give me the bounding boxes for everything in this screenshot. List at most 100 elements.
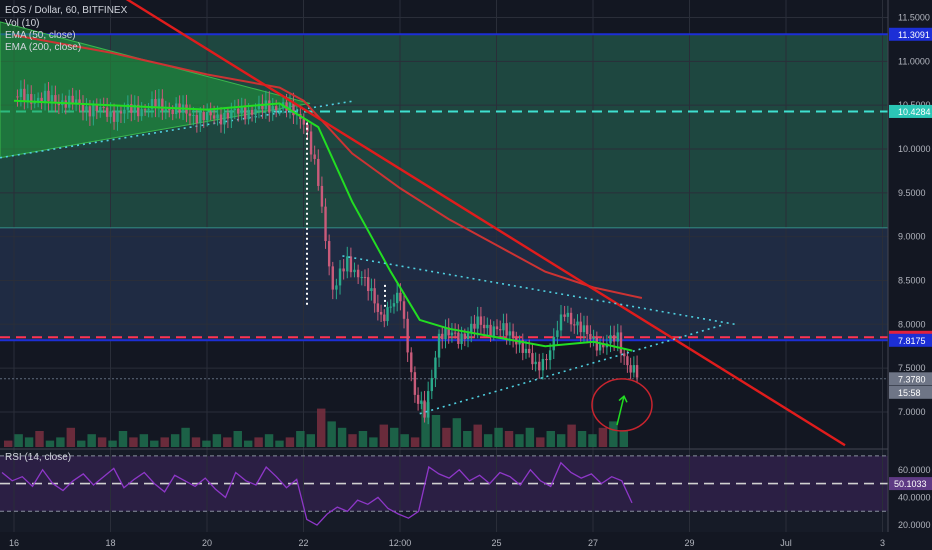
candle-body bbox=[548, 350, 552, 361]
volume-bar bbox=[442, 427, 451, 447]
candle-body bbox=[576, 321, 579, 326]
candle-body bbox=[470, 323, 473, 334]
candle-body bbox=[278, 108, 281, 111]
y-tick-label: 11.5000 bbox=[898, 13, 930, 23]
candle-body bbox=[219, 114, 223, 125]
candle-body bbox=[188, 113, 192, 116]
candle-body bbox=[538, 361, 541, 371]
volume-bar bbox=[97, 437, 107, 447]
volume-bar bbox=[233, 431, 242, 447]
candle-body bbox=[426, 391, 430, 418]
candle-body bbox=[54, 95, 57, 103]
volume-bar bbox=[358, 431, 368, 447]
candle-body bbox=[92, 105, 95, 117]
indicator-ema50[interactable]: EMA (50, close) bbox=[5, 30, 76, 41]
candle-body bbox=[223, 112, 226, 125]
volume-bar bbox=[66, 427, 76, 447]
volume-bar bbox=[87, 434, 96, 447]
candle-body bbox=[486, 324, 489, 329]
candle-body bbox=[598, 343, 602, 351]
candle-body bbox=[147, 108, 150, 110]
candle-body bbox=[302, 119, 305, 125]
candle-body bbox=[74, 99, 78, 105]
indicator-ema200[interactable]: EMA (200, close) bbox=[5, 42, 82, 53]
candle-body bbox=[545, 358, 548, 361]
candle-body bbox=[116, 111, 119, 122]
price-label-text: 7.8175 bbox=[898, 336, 926, 346]
candle-body bbox=[589, 334, 592, 340]
candle-body bbox=[463, 333, 466, 339]
candle-body bbox=[399, 292, 402, 302]
ema200-line bbox=[13, 34, 643, 299]
candle-body bbox=[257, 103, 261, 110]
volume-bar bbox=[546, 431, 555, 447]
volume-bar bbox=[567, 424, 576, 447]
candle-body bbox=[395, 292, 399, 304]
volume-bar bbox=[108, 440, 117, 447]
candle-body bbox=[453, 332, 457, 334]
rsi-tick-label: 60.0000 bbox=[898, 465, 931, 475]
candle-body bbox=[230, 110, 233, 119]
volume-bar bbox=[452, 418, 462, 447]
candle-body bbox=[612, 335, 616, 342]
candle-body bbox=[609, 335, 612, 344]
volume-bar bbox=[202, 440, 211, 447]
y-tick-label: 9.5000 bbox=[898, 188, 926, 198]
x-tick-label: Jul bbox=[780, 538, 792, 548]
candle-body bbox=[137, 104, 140, 117]
candle-body bbox=[569, 312, 573, 325]
candle-body bbox=[473, 323, 476, 329]
candle-body bbox=[338, 268, 342, 286]
volume-bar bbox=[4, 440, 13, 447]
candle-body bbox=[437, 333, 441, 358]
x-tick-label: 29 bbox=[684, 538, 694, 548]
volume-bar bbox=[494, 427, 503, 447]
candle-body bbox=[161, 98, 164, 111]
volume-bar bbox=[431, 415, 441, 447]
candle-body bbox=[275, 106, 278, 111]
candle-body bbox=[592, 337, 595, 340]
triangle-lower-dotted bbox=[419, 323, 726, 415]
candle-body bbox=[102, 107, 105, 109]
candle-body bbox=[363, 277, 367, 279]
volume-bar bbox=[150, 440, 159, 447]
volume-bar bbox=[243, 440, 253, 447]
x-tick-label: 25 bbox=[491, 538, 501, 548]
candle-body bbox=[420, 400, 423, 404]
candle-body bbox=[521, 340, 524, 353]
volume-bar bbox=[515, 434, 524, 447]
volume-bar bbox=[369, 437, 378, 447]
candle-body bbox=[379, 311, 383, 315]
volume-bar bbox=[35, 431, 44, 447]
candle-body bbox=[502, 323, 505, 331]
candle-body bbox=[171, 109, 174, 115]
countdown-box bbox=[889, 385, 932, 399]
candle-body bbox=[444, 327, 447, 340]
candle-body bbox=[16, 96, 19, 98]
candle-body bbox=[195, 115, 199, 124]
volume-bar bbox=[400, 434, 409, 447]
candle-body bbox=[353, 269, 356, 273]
volume-bar bbox=[525, 427, 535, 447]
candle-body bbox=[541, 358, 545, 371]
annotation-arrowhead bbox=[618, 394, 628, 403]
y-tick-label: 7.0000 bbox=[898, 407, 926, 417]
rsi-pane-label[interactable]: RSI (14, close) bbox=[5, 452, 72, 463]
candle-body bbox=[602, 343, 605, 348]
rsi-tick-label: 20.0000 bbox=[898, 520, 931, 530]
x-tick-label: 3 bbox=[880, 538, 885, 548]
y-tick-label: 8.0000 bbox=[898, 319, 926, 329]
candle-body bbox=[413, 372, 417, 395]
rsi-current-text: 50.1033 bbox=[894, 479, 927, 489]
indicator-volume[interactable]: Vol (10) bbox=[5, 18, 40, 29]
candle-body bbox=[81, 104, 85, 112]
volume-bar bbox=[463, 431, 472, 447]
volume-bar bbox=[577, 431, 587, 447]
volume-bar bbox=[598, 427, 608, 447]
candle-body bbox=[71, 95, 74, 105]
candle-body bbox=[288, 102, 292, 111]
candle-body bbox=[243, 107, 247, 120]
candle-body bbox=[466, 333, 470, 339]
candle-body bbox=[212, 115, 216, 119]
